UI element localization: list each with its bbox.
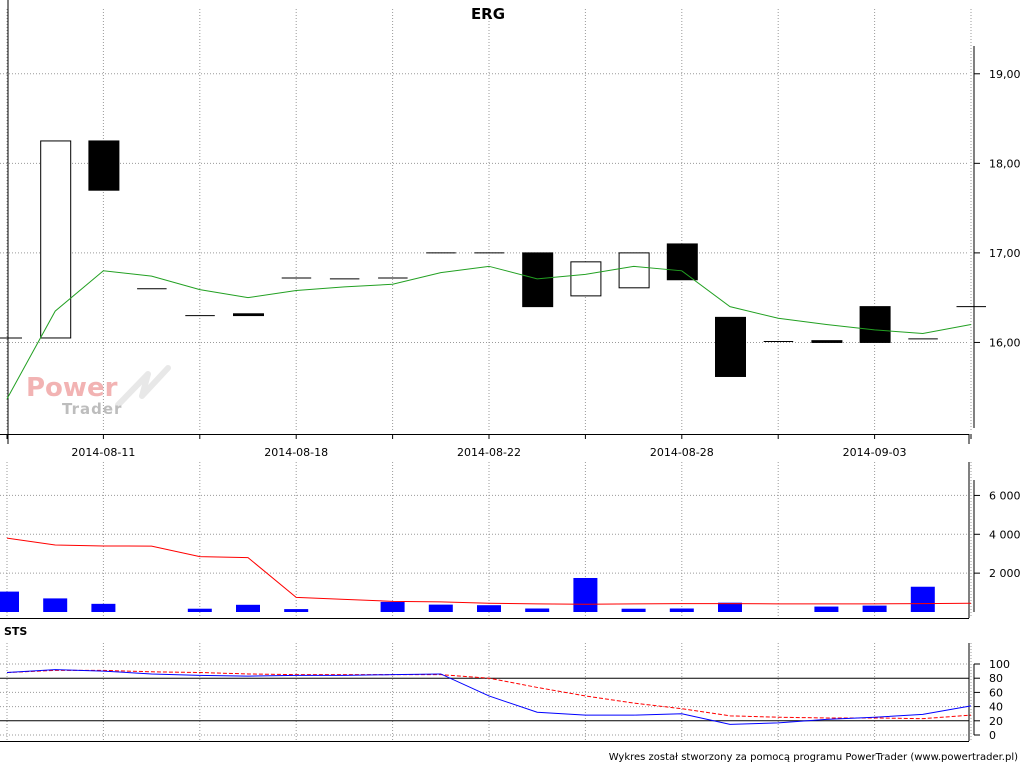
candle-down <box>88 140 120 191</box>
volume-bar <box>573 578 598 612</box>
volume-bar <box>187 608 212 612</box>
volume-ma-line <box>6 537 972 605</box>
y-tick-label: 0 <box>989 729 996 742</box>
chart-title: ERG <box>471 5 505 23</box>
y-tick-label: 6 000 <box>989 489 1021 502</box>
candle-up <box>618 252 650 289</box>
x-tick-label: 2014-08-22 <box>457 446 521 459</box>
y-tick-label: 4 000 <box>989 528 1021 541</box>
candle-up <box>570 261 602 297</box>
volume-bar <box>91 603 116 612</box>
y-tick-label: 16,00 <box>989 336 1021 349</box>
powertrader-watermark: Power Trader <box>26 365 171 418</box>
volume-y-axis: 2 000 4 000 6 000 <box>973 480 1021 612</box>
y-tick-label: 17,00 <box>989 247 1021 260</box>
y-tick-label: 60 <box>989 686 1003 699</box>
sts-k-line <box>6 669 972 725</box>
date-axis: 2014-08-11 2014-08-18 2014-08-22 2014-08-28… <box>6 434 972 459</box>
candle-down <box>715 316 746 377</box>
y-tick-label: 80 <box>989 672 1003 685</box>
x-tick-label: 2014-08-18 <box>264 446 328 459</box>
sts-panel-label: STS <box>4 625 27 638</box>
candle-down <box>522 252 554 308</box>
price-ma-series <box>6 265 972 400</box>
y-tick-label: 18,00 <box>989 157 1021 170</box>
volume-bar <box>428 604 453 612</box>
y-tick-label: 40 <box>989 701 1003 714</box>
volume-bar <box>43 598 68 612</box>
y-tick-label: 20 <box>989 715 1003 728</box>
footer-credit: Wykres został stworzony za pomocą progra… <box>609 752 1018 763</box>
volume-bars <box>0 578 935 612</box>
sts-d-line <box>6 669 972 720</box>
x-tick-label: 2014-08-11 <box>71 446 135 459</box>
price-ma-line <box>6 265 972 400</box>
y-tick-label: 19,00 <box>989 68 1021 81</box>
volume-bar <box>862 605 887 612</box>
volume-bar <box>718 602 742 612</box>
volume-bar <box>236 604 260 612</box>
volume-ma-series <box>6 537 972 605</box>
y-tick-label: 2 000 <box>989 567 1021 580</box>
volume-bar <box>910 586 935 612</box>
volume-bar <box>0 591 19 612</box>
volume-bar <box>525 608 550 612</box>
candle-down <box>811 340 843 343</box>
volume-bar <box>284 609 309 612</box>
volume-bar <box>477 605 501 612</box>
price-y-axis: 16,00 17,00 18,00 19,00 <box>974 68 1021 349</box>
candle-down <box>859 306 891 343</box>
volume-bar <box>814 606 839 612</box>
sts-lines <box>0 669 972 725</box>
watermark-line1: Power <box>26 373 118 403</box>
volume-bar <box>669 608 694 612</box>
volume-bar <box>621 608 646 612</box>
x-tick-label: 2014-09-03 <box>843 446 907 459</box>
volume-bar <box>380 601 405 612</box>
candle-down <box>233 313 264 317</box>
watermark-line2: Trader <box>62 400 122 418</box>
panel-frames <box>0 0 975 742</box>
x-tick-label: 2014-08-28 <box>650 446 714 459</box>
price-candles <box>0 140 986 377</box>
candle-up <box>40 140 72 339</box>
candle-down <box>666 243 698 281</box>
gridlines <box>0 9 972 741</box>
y-tick-label: 100 <box>989 658 1010 671</box>
